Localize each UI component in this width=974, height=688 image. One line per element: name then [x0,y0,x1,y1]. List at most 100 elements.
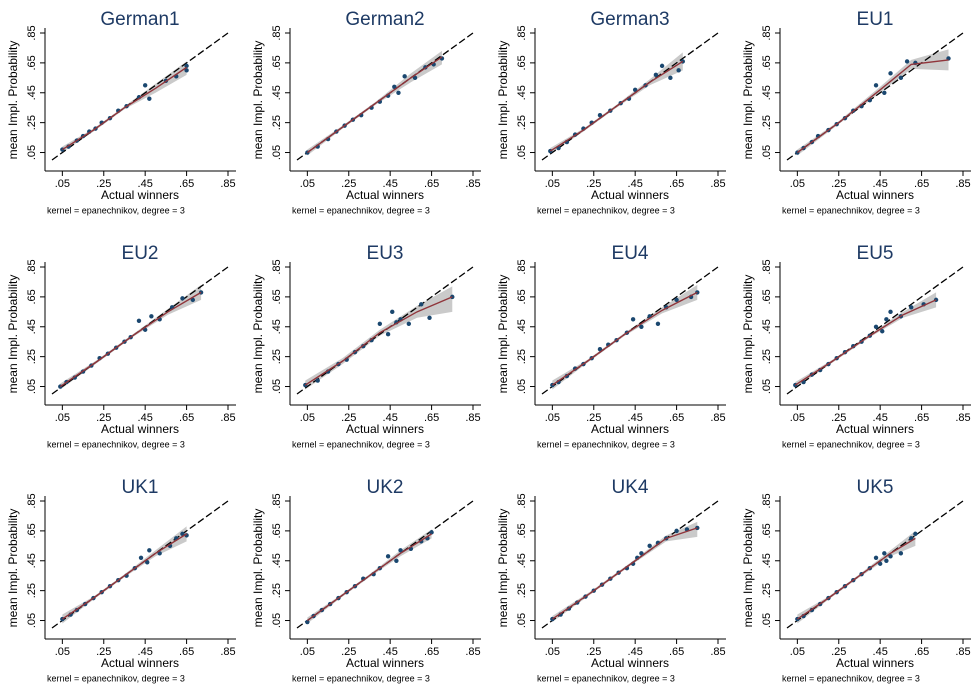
data-point [898,75,904,81]
data-point [659,63,665,69]
x-tick-label: .45 [628,412,643,424]
data-point [630,317,636,322]
note: kernel = epanechnikov, degree = 3 [47,439,185,449]
y-axis-label: mean Impl. Probability [251,275,265,394]
data-point [136,318,142,323]
x-tick-label: .85 [955,412,970,424]
note: kernel = epanechnikov, degree = 3 [292,673,430,683]
x-tick-label: .25 [831,646,846,658]
y-tick-label: .25 [761,583,773,598]
data-point [653,72,659,78]
fit-line [304,296,453,386]
x-tick-label: .05 [790,412,805,424]
panel: German2 .05 .25 .45 .65 .85 .05 .25 .45 .65 .85 mea… [251,9,481,215]
x-tick-label: .25 [341,646,356,658]
data-point [184,63,189,69]
x-tick-label: .85 [465,178,480,190]
fit-line [796,59,949,154]
note: kernel = epanechnikov, degree = 3 [292,439,430,449]
data-point [184,68,189,73]
x-tick-label: .85 [955,646,970,658]
data-point [147,96,152,101]
y-tick-label: .45 [761,85,773,100]
y-tick-label: .05 [516,379,528,394]
y-tick-label: .85 [26,493,38,508]
y-tick-label: .45 [761,553,773,568]
x-tick-label: .05 [300,412,315,424]
panel: EU1 .05 .25 .45 .65 .85 .05 .25 .45 .65 .85 mean Im… [741,9,971,215]
y-tick-label: .05 [271,379,283,394]
x-tick-label: .65 [424,646,439,658]
x-tick-label: .25 [586,178,601,190]
panel: UK1 .05 .25 .45 .65 .85 .05 .25 .45 .65 .85 mean Im… [6,477,236,683]
data-point [676,68,681,73]
fit-line [549,60,684,152]
y-tick-label: .25 [26,115,38,130]
x-tick-label: .25 [96,412,111,424]
x-axis-label: Actual winners [836,422,914,436]
y-tick-label: .05 [26,379,38,394]
data-point [402,74,407,79]
note: kernel = epanechnikov, degree = 3 [782,673,920,683]
note: kernel = epanechnikov, degree = 3 [537,439,675,449]
data-point [398,548,403,553]
fit-line [551,291,698,386]
data-point [142,83,148,88]
data-point [655,321,661,326]
x-tick-label: .05 [55,412,70,424]
data-point [888,71,893,76]
data-point [138,555,144,560]
data-point [639,551,644,556]
data-point [394,558,399,563]
y-tick-label: .45 [516,553,528,568]
x-axis-label: Actual winners [346,656,424,670]
data-point [147,548,152,553]
y-tick-label: .25 [271,349,283,364]
data-point [873,555,879,560]
y-axis-label: mean Impl. Probability [496,275,510,394]
y-tick-label: .65 [761,289,773,304]
data-point [390,309,395,315]
panel-title: UK5 [857,477,894,498]
x-tick-label: .25 [586,646,601,658]
panel-title: German2 [345,9,424,30]
y-tick-label: .65 [26,289,38,304]
panel: German1 .05 .25 .45 .65 .85 .05 .25 .45 .65 .85 mea… [6,9,236,215]
y-axis-label: mean Impl. Probability [496,41,510,160]
data-point [385,332,391,337]
x-tick-label: .25 [96,178,111,190]
y-tick-label: .65 [26,55,38,70]
panel-title: EU1 [857,9,894,30]
data-point [880,329,885,334]
fit-line [61,66,187,151]
x-tick-label: .85 [710,412,725,424]
x-axis-label: Actual winners [591,188,669,202]
data-point [884,317,889,322]
panel-title: EU2 [122,243,159,264]
panel-title: EU5 [857,243,894,264]
panel: UK4 .05 .25 .45 .65 .85 .05 .25 .45 .65 .85 mean Im… [496,477,726,683]
data-point [149,314,154,319]
y-tick-label: .85 [26,259,38,274]
data-point [385,554,391,559]
y-tick-label: .65 [516,289,528,304]
x-tick-label: .65 [179,646,194,658]
data-point [180,296,185,301]
confidence-band [552,521,698,623]
x-axis-label: Actual winners [591,422,669,436]
y-tick-label: .65 [516,55,528,70]
panel: UK5 .05 .25 .45 .65 .85 .05 .25 .45 .65 .85 mean Im… [741,477,971,683]
y-tick-label: .25 [516,349,528,364]
data-point [377,321,383,326]
panel: EU5 .05 .25 .45 .65 .85 .05 .25 .45 .65 .85 mean Im… [741,243,971,449]
y-tick-label: .45 [271,85,283,100]
data-point [647,543,652,549]
y-tick-label: .65 [271,523,283,538]
x-tick-label: .05 [300,178,315,190]
data-point [873,324,879,329]
y-tick-label: .85 [271,493,283,508]
panel-title: German3 [590,9,669,30]
y-tick-label: .85 [516,259,528,274]
data-point [888,554,893,559]
